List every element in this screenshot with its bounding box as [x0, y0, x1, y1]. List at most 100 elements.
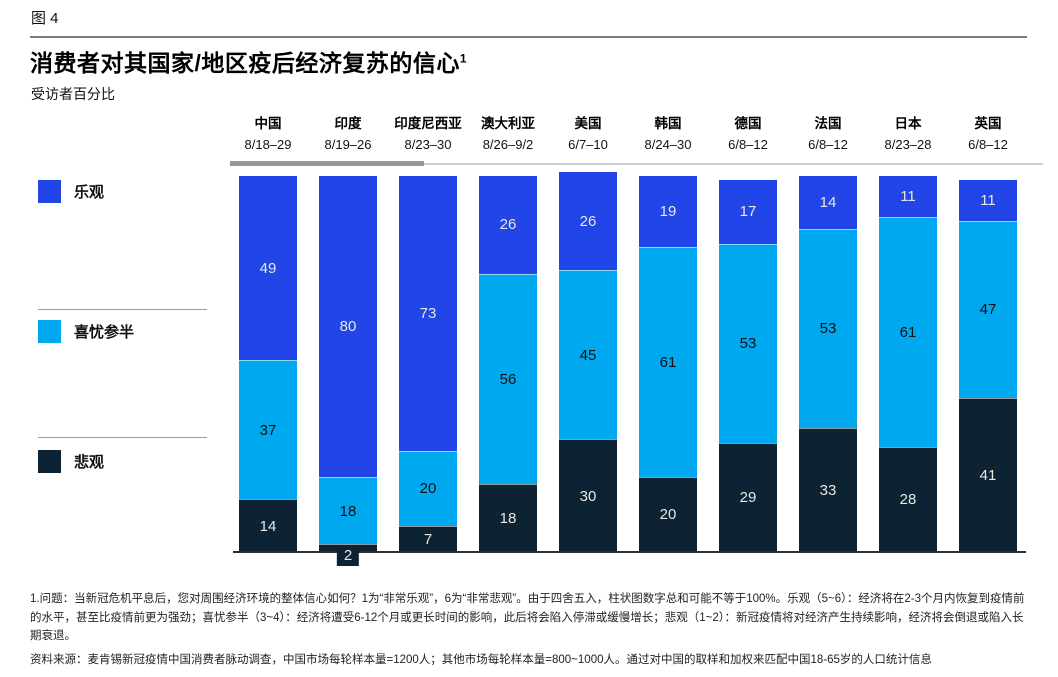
chart-subtitle: 受访者百分比 — [31, 86, 115, 102]
bar-segment: 47 — [959, 221, 1017, 398]
value-label: 33 — [819, 481, 837, 499]
country-label: 日本 — [894, 116, 922, 131]
value-label: 30 — [579, 487, 597, 505]
column-header: 法国 6/8–12 — [787, 112, 869, 152]
date-range-label: 8/24–30 — [644, 137, 692, 152]
value-label: 61 — [659, 354, 677, 372]
bar-segment: 14 — [799, 176, 857, 229]
value-label: 18 — [499, 510, 517, 528]
bar-segment: 61 — [639, 247, 697, 477]
bar-segment: 11 — [879, 176, 937, 218]
legend-swatch-mixed — [38, 320, 61, 343]
value-label: 53 — [739, 335, 757, 353]
bar-segment: 20 — [639, 476, 697, 552]
value-label: 19 — [659, 203, 677, 221]
column-header: 德国 6/8–12 — [707, 112, 789, 152]
date-range-label: 8/23–30 — [404, 137, 452, 152]
top-divider-rule — [30, 36, 1027, 38]
bar-segment: 37 — [239, 360, 297, 500]
legend-label-optimistic: 乐观 — [74, 184, 105, 201]
bar-segment: 53 — [799, 228, 857, 428]
stacked-bar: 26 45 30 — [559, 172, 617, 552]
legend-swatch-optimistic — [38, 180, 61, 203]
legend-item-mixed: 喜忧参半 — [38, 320, 134, 343]
country-label: 印度尼西亚 — [394, 116, 462, 131]
bar-segment: 29 — [719, 442, 777, 552]
bar-segment: 41 — [959, 397, 1017, 552]
bar-segment: 33 — [799, 427, 857, 552]
bar-segment: 49 — [239, 176, 297, 361]
bar-segment: 30 — [559, 439, 617, 552]
stacked-bar: 14 53 33 — [799, 176, 857, 552]
bar-segment: 17 — [719, 179, 777, 244]
date-range-label: 6/8–12 — [728, 137, 768, 152]
stacked-bar: 73 20 7 — [399, 176, 457, 552]
country-label: 韩国 — [654, 116, 682, 131]
chart-title: 消费者对其国家/地区疫后经济复苏的信心1 — [30, 44, 467, 78]
value-label: 29 — [739, 489, 757, 507]
date-range-label: 6/8–12 — [808, 137, 848, 152]
value-label: 20 — [659, 506, 677, 524]
value-label: 41 — [979, 466, 997, 484]
column-header: 印度 8/19–26 — [307, 112, 389, 152]
value-label: 18 — [339, 502, 357, 520]
date-range-label: 6/7–10 — [568, 137, 608, 152]
stacked-bar-chart: 中国 8/18–29 印度 8/19–26 印度尼西亚 8/23–30 澳大利亚 8/26–9… — [230, 110, 1043, 570]
country-label: 法国 — [814, 116, 842, 131]
country-label: 澳大利亚 — [481, 116, 535, 131]
bar-segment: 11 — [959, 179, 1017, 222]
legend-label-mixed: 喜忧参半 — [74, 324, 135, 341]
chart-title-text: 消费者对其国家/地区疫后经济复苏的信心 — [30, 50, 460, 76]
value-label: 14 — [819, 193, 837, 211]
bar-segment: 18 — [479, 484, 537, 552]
bar-segment: 7 — [399, 525, 457, 552]
stacked-bar: 49 37 14 — [239, 176, 297, 552]
bar-segment: 56 — [479, 273, 537, 485]
country-label: 美国 — [574, 116, 602, 131]
value-label: 45 — [579, 346, 597, 364]
bar-segment: 20 — [399, 450, 457, 526]
value-label: 20 — [419, 480, 437, 498]
column-header: 印度尼西亚 8/23–30 — [387, 112, 469, 152]
legend-divider — [38, 437, 207, 438]
stacked-bar: 11 47 41 — [959, 179, 1017, 552]
source-note: 资料来源：麦肯锡新冠疫情中国消费者脉动调查，中国市场每轮样本量=1200人；其他… — [30, 654, 932, 666]
value-label: 80 — [339, 317, 357, 335]
value-label: 49 — [259, 259, 277, 277]
legend-label-pessimistic: 悲观 — [74, 454, 105, 471]
column-header: 韩国 8/24–30 — [627, 112, 709, 152]
column-header: 美国 6/7–10 — [547, 112, 629, 152]
date-range-label: 8/26–9/2 — [482, 137, 534, 152]
horizontal-scrollbar-track[interactable] — [230, 161, 1043, 166]
value-label: 17 — [739, 203, 757, 221]
bar-segment: 80 — [319, 176, 377, 477]
value-label: 37 — [259, 421, 277, 439]
legend-divider — [38, 309, 207, 310]
value-label: 26 — [579, 212, 597, 230]
country-label: 印度 — [334, 116, 362, 131]
country-label: 英国 — [974, 116, 1002, 131]
value-label: 28 — [899, 491, 917, 509]
value-label: 26 — [499, 216, 517, 234]
column-header: 日本 8/23–28 — [867, 112, 949, 152]
stacked-bar: 26 56 18 — [479, 176, 537, 552]
footnote: 1.问题：当新冠危机平息后，您对周围经济环境的整体信心如何？1为“非常乐观”，6… — [30, 593, 1025, 642]
country-label: 中国 — [254, 116, 282, 131]
horizontal-scrollbar-thumb[interactable] — [230, 161, 424, 166]
value-label: 53 — [819, 320, 837, 338]
column-header: 英国 6/8–12 — [947, 112, 1029, 152]
legend-swatch-pessimistic — [38, 450, 61, 473]
bar-segment: 73 — [399, 176, 457, 451]
date-range-label: 8/19–26 — [324, 137, 372, 152]
column-header: 澳大利亚 8/26–9/2 — [467, 112, 549, 152]
bar-segment: 26 — [559, 172, 617, 271]
bars-area: 49 37 14 80 18 2 73 20 7 26 56 18 26 45 30 19 61 20 17 53 29… — [233, 110, 1043, 566]
x-axis-line — [233, 551, 1026, 553]
value-label: 14 — [259, 517, 277, 535]
value-label: 47 — [979, 301, 997, 319]
bar-segment: 19 — [639, 176, 697, 248]
value-label: 11 — [980, 191, 996, 209]
value-label: 61 — [899, 324, 917, 342]
bar-segment: 45 — [559, 270, 617, 440]
